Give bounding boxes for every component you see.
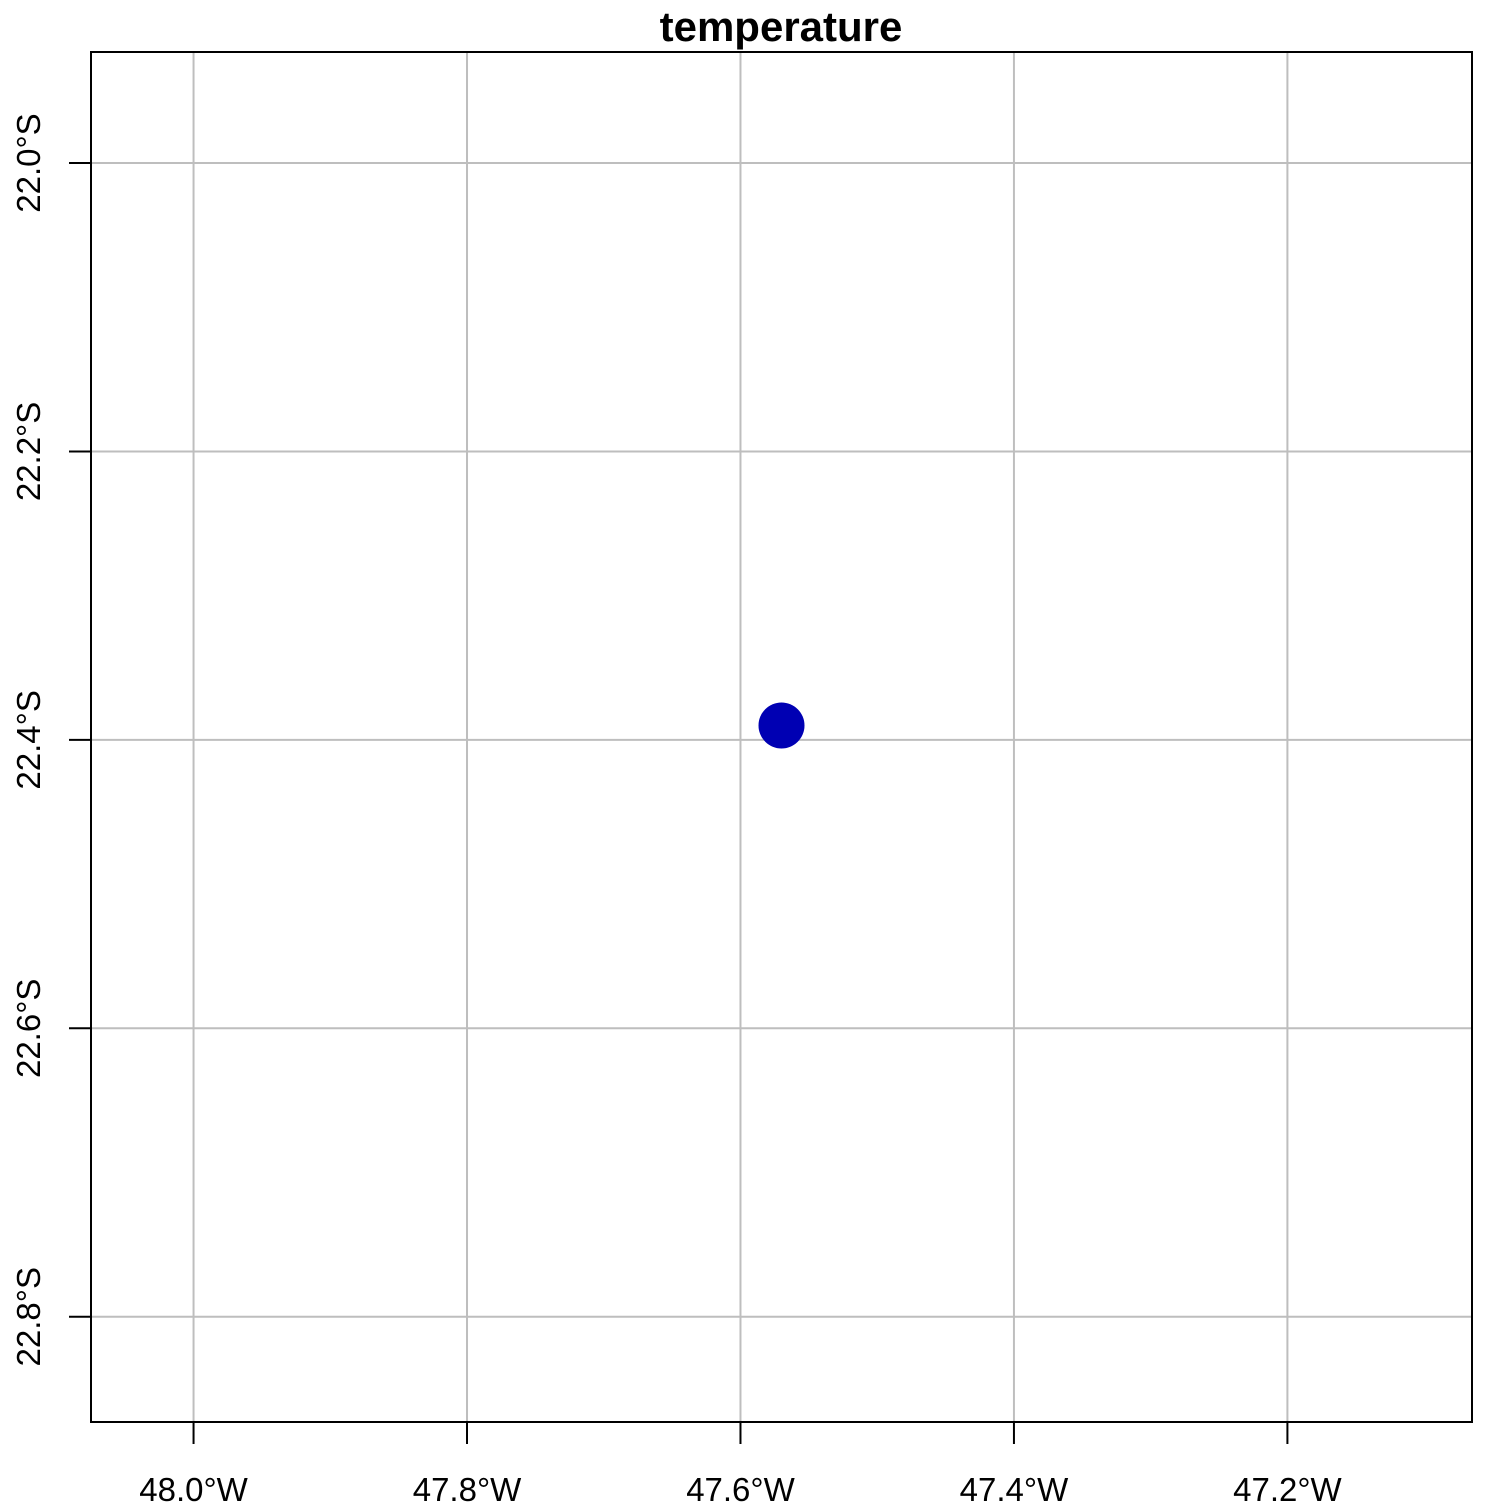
grid-lines bbox=[91, 52, 1472, 1422]
y-tick-label: 22.6°S bbox=[10, 979, 47, 1078]
chart-title: temperature bbox=[660, 3, 903, 50]
x-axis: 48.0°W 47.8°W 47.6°W 47.4°W 47.2°W bbox=[139, 1422, 1343, 1508]
data-points bbox=[758, 702, 805, 749]
data-point bbox=[758, 702, 805, 749]
y-tick-label: 22.8°S bbox=[10, 1267, 47, 1366]
y-tick-label: 22.2°S bbox=[10, 402, 47, 501]
x-tick-label: 47.6°W bbox=[686, 1471, 795, 1508]
x-tick-label: 47.8°W bbox=[413, 1471, 522, 1508]
y-axis: 22.0°S 22.2°S 22.4°S 22.6°S 22.8°S bbox=[10, 113, 91, 1366]
x-tick-label: 47.4°W bbox=[960, 1471, 1069, 1508]
x-tick-label: 48.0°W bbox=[139, 1471, 248, 1508]
plot-frame bbox=[90, 51, 1473, 1423]
x-tick-label: 47.2°W bbox=[1233, 1471, 1342, 1508]
y-tick-label: 22.0°S bbox=[10, 113, 47, 212]
y-tick-label: 22.4°S bbox=[10, 690, 47, 789]
